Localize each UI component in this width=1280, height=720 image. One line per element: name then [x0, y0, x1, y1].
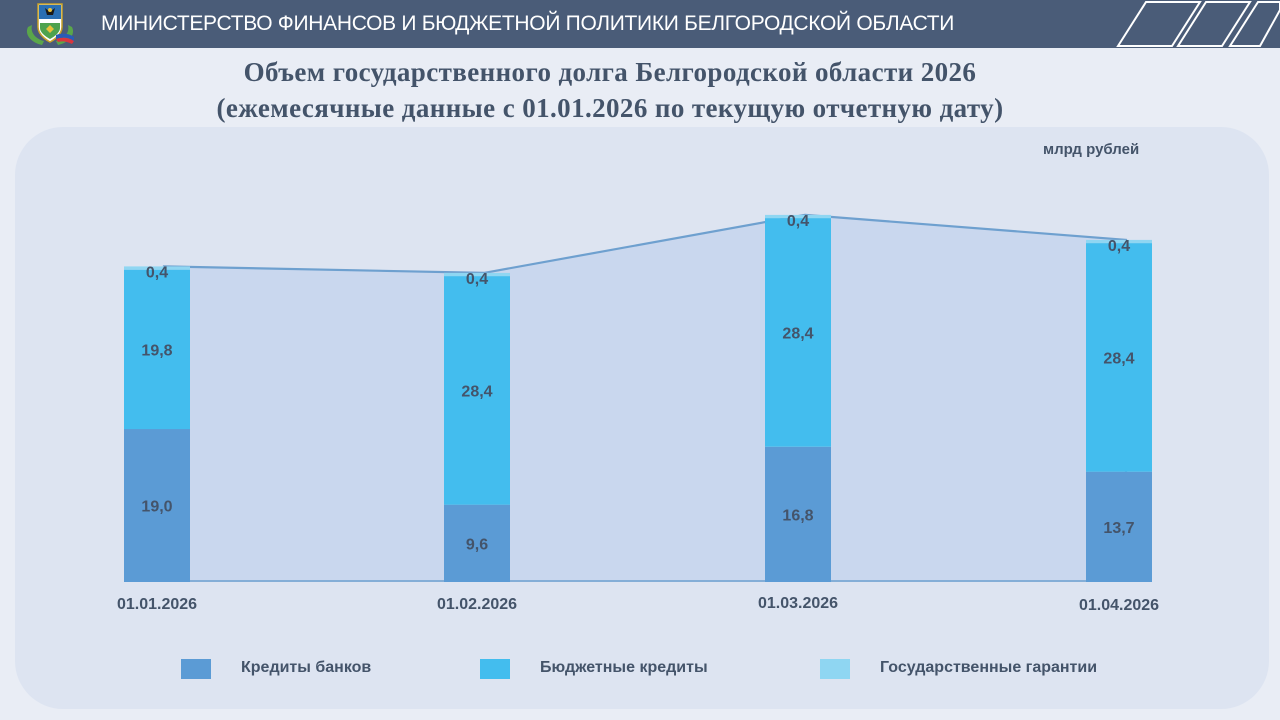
- data-label: 19,8: [141, 342, 172, 359]
- x-tick-label: 01.04.2026: [1079, 597, 1159, 614]
- data-label: 0,4: [146, 264, 168, 281]
- bar-bank-credits-2: [765, 446, 831, 582]
- bar-budget-credits-3: [1086, 243, 1152, 472]
- bar-bank-credits-1: [444, 504, 510, 582]
- bar-guarantees-0: [124, 266, 190, 270]
- header-bar: МИНИСТЕРСТВО ФИНАНСОВ И БЮДЖЕТНОЙ ПОЛИТИ…: [0, 0, 1280, 48]
- legend-swatch-bank-credits: [181, 659, 211, 679]
- legend-swatch-budget-credits: [480, 659, 510, 679]
- legend-label-budget-credits: Бюджетные кредиты: [540, 659, 708, 676]
- total-area-fill: [164, 214, 1126, 582]
- bar-bank-credits-3: [1086, 471, 1152, 582]
- chart-title-line2: (ежемесячные данные с 01.01.2026 по теку…: [216, 93, 1004, 123]
- belgorod-coat-of-arms-icon: [22, 1, 78, 47]
- data-label: 28,4: [461, 383, 492, 400]
- x-tick-label: 01.03.2026: [758, 595, 838, 612]
- data-label: 28,4: [1103, 350, 1134, 367]
- legend-label-guarantees: Государственные гарантии: [880, 659, 1098, 676]
- data-label: 9,6: [466, 536, 488, 553]
- data-label: 0,4: [787, 213, 809, 230]
- bar-bank-credits-0: [124, 429, 190, 582]
- ministry-title: МИНИСТЕРСТВО ФИНАНСОВ И БЮДЖЕТНОЙ ПОЛИТИ…: [101, 12, 955, 35]
- data-label: 0,4: [466, 271, 488, 288]
- unit-label: млрд рублей: [1043, 141, 1140, 158]
- bar-guarantees-1: [444, 272, 510, 277]
- bar-guarantees-3: [1086, 239, 1152, 244]
- x-tick-label: 01.02.2026: [437, 596, 517, 613]
- chart-title: Объем государственного долга Белгородско…: [0, 54, 1220, 126]
- bar-guarantees-2: [765, 214, 831, 219]
- data-label: 28,4: [782, 325, 813, 342]
- bar-budget-credits-2: [765, 218, 831, 447]
- data-label: 0,4: [1108, 238, 1130, 255]
- legend-swatch-guarantees: [820, 659, 850, 679]
- data-label: 16,8: [782, 507, 813, 524]
- x-tick-label: 01.01.2026: [117, 596, 197, 613]
- bar-budget-credits-1: [444, 276, 510, 505]
- data-label: 19,0: [141, 499, 172, 516]
- data-label: 13,7: [1103, 520, 1134, 537]
- legend-label-bank-credits: Кредиты банков: [241, 659, 372, 676]
- header-decoration: [1116, 1, 1280, 47]
- chart-title-line1: Объем государственного долга Белгородско…: [243, 57, 977, 87]
- bar-budget-credits-0: [124, 269, 190, 430]
